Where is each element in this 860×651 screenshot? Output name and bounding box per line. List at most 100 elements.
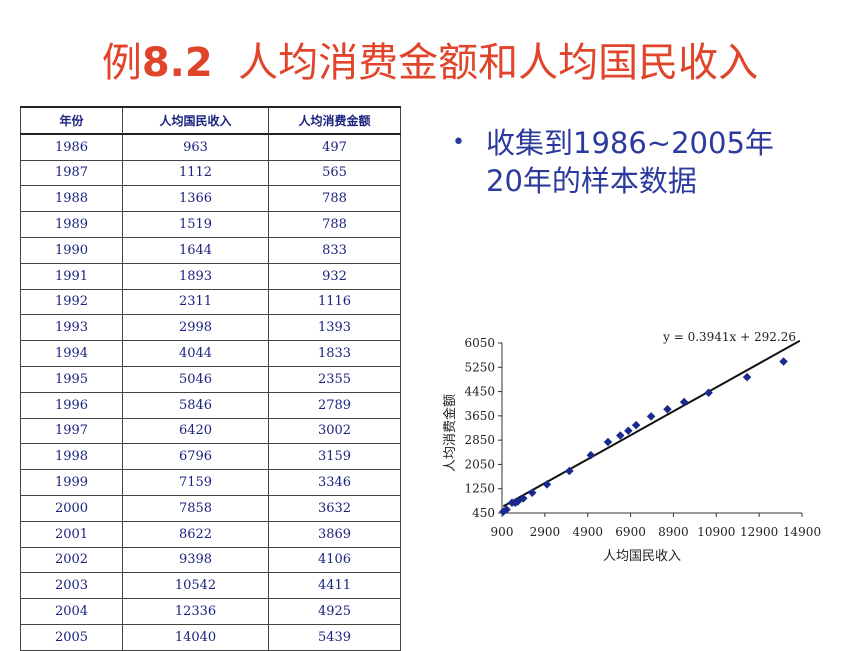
cell-income: 6796 [122,443,269,471]
cell-income: 1893 [122,262,269,290]
y-tick-label: 450 [472,506,495,520]
table-row: 1995 5046 2355 [20,365,401,393]
cell-consumption: 1116 [268,288,401,316]
table-row: 2003 10542 4411 [20,572,401,600]
table-row: 1988 1366 788 [20,185,401,213]
cell-income: 5046 [122,365,269,393]
data-point [631,420,641,430]
cell-year: 2004 [20,598,123,625]
cell-year: 1996 [20,391,123,419]
cell-consumption: 3346 [268,469,401,496]
x-tick-label: 2900 [530,525,561,539]
table-row: 1992 2311 1116 [20,288,401,316]
y-tick-label: 4450 [464,385,495,399]
table-row: 1998 6796 3159 [20,443,401,471]
cell-income: 8622 [122,520,269,548]
cell-income: 7858 [122,494,269,522]
cell-income: 1366 [122,185,269,213]
cell-income: 14040 [122,623,269,651]
y-tick-label: 2850 [464,433,495,447]
cell-income: 9398 [122,546,269,574]
cell-consumption: 1393 [268,314,401,342]
cell-year: 1992 [20,288,123,316]
cell-consumption: 1833 [268,340,401,367]
cell-consumption: 932 [268,262,401,290]
cell-income: 2998 [122,314,269,342]
slide-title: 例8.2 人均消费金额和人均国民收入 [0,30,860,88]
cell-income: 1519 [122,211,269,238]
cell-consumption: 497 [268,133,401,161]
table-row: 1987 1112 565 [20,159,401,187]
data-table: 年份 人均国民收入 人均消费金额 1986 963 497 1987 1112 565 19… [20,106,401,651]
y-tick-label: 2050 [464,457,495,471]
cell-year: 1993 [20,314,123,342]
cell-income: 2311 [122,288,269,316]
cell-income: 1112 [122,159,269,187]
cell-consumption: 788 [268,185,401,213]
cell-consumption: 2789 [268,391,401,419]
table-row: 1990 1644 833 [20,236,401,264]
data-point [565,466,574,476]
x-tick-label: 8900 [658,525,689,539]
cell-income: 10542 [122,572,269,600]
table-row: 2005 14040 5439 [20,623,401,651]
scatter-chart: 450 1250 2050 2850 3650 4450 5250 6050 900 2900 49… [442,330,821,564]
cell-consumption: 4411 [268,572,401,600]
y-tick-label: 5250 [464,360,495,374]
table-row: 1994 4044 1833 [20,340,401,367]
x-tick-label: 6900 [615,525,646,539]
cell-year: 2002 [20,546,123,574]
cell-year: 1987 [20,159,123,187]
table-row: 2004 12336 4925 [20,598,401,625]
cell-consumption: 3869 [268,520,401,548]
cell-income: 1644 [122,236,269,264]
header-year: 年份 [20,106,123,135]
x-tick-label: 14900 [783,525,821,539]
cell-year: 1999 [20,469,123,496]
cell-year: 2001 [20,520,123,548]
title-prefix: 例 [101,40,142,86]
cell-consumption: 4925 [268,598,401,625]
data-point [527,488,537,498]
cell-consumption: 4106 [268,546,401,574]
cell-income: 963 [122,133,269,161]
cell-year: 2003 [20,572,123,600]
cell-consumption: 5439 [268,623,401,651]
bullet-line-1: 收集到1986~2005年 [486,126,774,160]
cell-year: 1990 [20,236,123,264]
cell-year: 1988 [20,185,123,213]
data-point [779,357,788,366]
table-row: 1986 963 497 [20,133,401,161]
header-consumption: 人均消费金额 [268,106,401,135]
cell-consumption: 833 [268,236,401,264]
x-tick-label: 4900 [572,525,603,539]
trendline [502,339,801,508]
cell-year: 1998 [20,443,123,471]
cell-year: 2005 [20,623,123,651]
table-header-row: 年份 人均国民收入 人均消费金额 [20,106,401,135]
x-tick-label: 12900 [740,525,778,539]
x-tick-label: 900 [491,525,514,539]
table-row: 2001 8622 3869 [20,520,401,548]
bullet-line-2: 20年的样本数据 [486,164,697,198]
cell-year: 1997 [20,417,123,445]
table-row: 1991 1893 932 [20,262,401,290]
table-row: 1999 7159 3346 [20,469,401,496]
y-tick-label: 6050 [464,336,495,350]
table-row: 1996 5846 2789 [20,391,401,419]
table-row: 1993 2998 1393 [20,314,401,342]
table-row: 1989 1519 788 [20,211,401,238]
data-point [704,388,713,397]
cell-year: 2000 [20,494,123,522]
data-point [603,437,613,447]
cell-consumption: 2355 [268,365,401,393]
cell-year: 1989 [20,211,123,238]
cell-year: 1995 [20,365,123,393]
title-number: 8.2 [141,40,213,86]
cell-consumption: 3632 [268,494,401,522]
cell-income: 4044 [122,340,269,367]
cell-year: 1991 [20,262,123,290]
cell-consumption: 788 [268,211,401,238]
header-income: 人均国民收入 [122,106,269,135]
cell-income: 5846 [122,391,269,419]
